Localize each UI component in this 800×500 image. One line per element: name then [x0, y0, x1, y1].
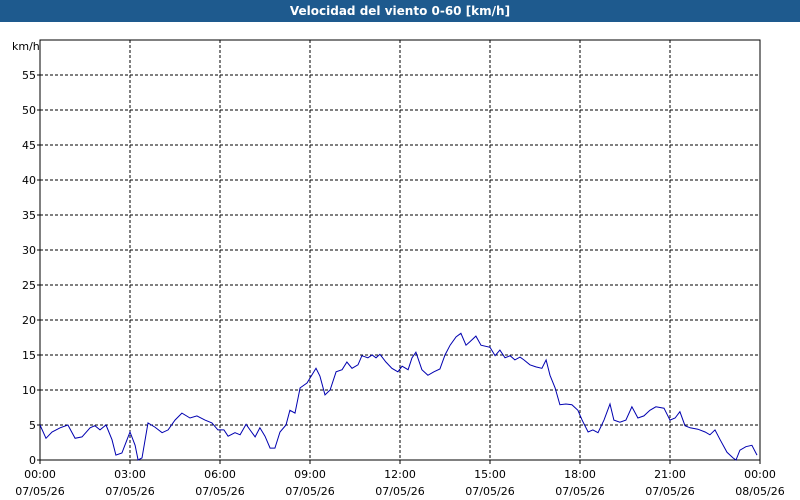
- y-tick-label: 50: [22, 104, 36, 117]
- y-tick-label: 5: [29, 419, 36, 432]
- x-tick-label: 06:00 07/05/26: [195, 468, 244, 498]
- x-tick-label: 00:00 08/05/26: [735, 468, 784, 498]
- y-axis-label: km/h: [12, 40, 40, 53]
- x-tick-label: 03:00 07/05/26: [105, 468, 154, 498]
- x-tick-label: 21:00 07/05/26: [645, 468, 694, 498]
- x-tick-label: 15:00 07/05/26: [465, 468, 514, 498]
- y-tick-label: 10: [22, 384, 36, 397]
- y-tick-label: 30: [22, 244, 36, 257]
- y-tick-label: 35: [22, 209, 36, 222]
- data-line: [39, 332, 758, 461]
- x-tick-label: 00:00 07/05/26: [15, 468, 64, 498]
- y-tick-label: 0: [29, 454, 36, 467]
- y-tick-label: 20: [22, 314, 36, 327]
- y-tick-label: 15: [22, 349, 36, 362]
- y-tick-label: 45: [22, 139, 36, 152]
- chart-title: Velocidad del viento 0-60 [km/h]: [0, 0, 800, 22]
- y-tick-label: 55: [22, 69, 36, 82]
- x-tick-label: 09:00 07/05/26: [285, 468, 334, 498]
- y-tick-label: 40: [22, 174, 36, 187]
- x-tick-label: 18:00 07/05/26: [555, 468, 604, 498]
- y-tick-label: 25: [22, 279, 36, 292]
- x-tick-label: 12:00 07/05/26: [375, 468, 424, 498]
